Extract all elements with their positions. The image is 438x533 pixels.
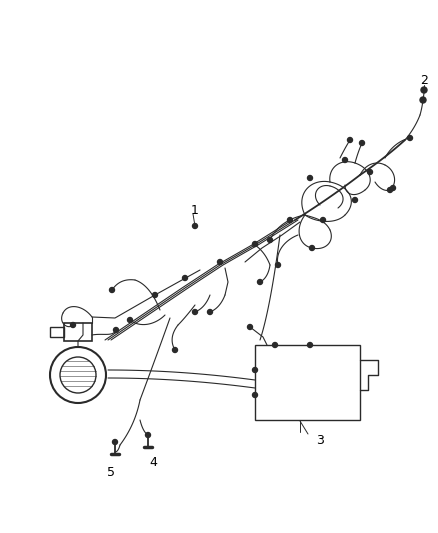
Circle shape [113,327,119,333]
Circle shape [252,241,258,246]
Circle shape [347,138,353,142]
Circle shape [218,260,223,264]
Circle shape [71,322,75,327]
Circle shape [268,238,272,243]
Circle shape [367,169,372,174]
Bar [64,323,92,341]
Text: 3: 3 [316,433,324,447]
Circle shape [343,157,347,163]
Circle shape [321,217,325,222]
Circle shape [152,293,158,297]
Circle shape [391,185,396,190]
Circle shape [110,287,114,293]
Bar [50,327,64,337]
Circle shape [276,262,280,268]
Bar [255,345,360,420]
Circle shape [310,246,314,251]
Circle shape [272,343,278,348]
Circle shape [258,279,262,285]
Circle shape [388,188,392,192]
Circle shape [353,198,357,203]
Circle shape [192,310,198,314]
Circle shape [420,97,426,103]
Circle shape [252,367,258,373]
Text: 1: 1 [191,204,199,216]
Circle shape [208,310,212,314]
Circle shape [113,440,117,445]
Circle shape [421,87,427,93]
Circle shape [192,223,198,229]
Circle shape [183,276,187,280]
Circle shape [145,432,151,438]
Text: 5: 5 [107,465,115,479]
Text: 2: 2 [420,74,428,86]
Circle shape [287,217,293,222]
Text: 4: 4 [149,456,157,470]
Circle shape [173,348,177,352]
Circle shape [307,343,312,348]
Circle shape [247,325,252,329]
Circle shape [127,318,133,322]
Circle shape [407,135,413,141]
Circle shape [252,392,258,398]
Circle shape [307,175,312,181]
Circle shape [360,141,364,146]
